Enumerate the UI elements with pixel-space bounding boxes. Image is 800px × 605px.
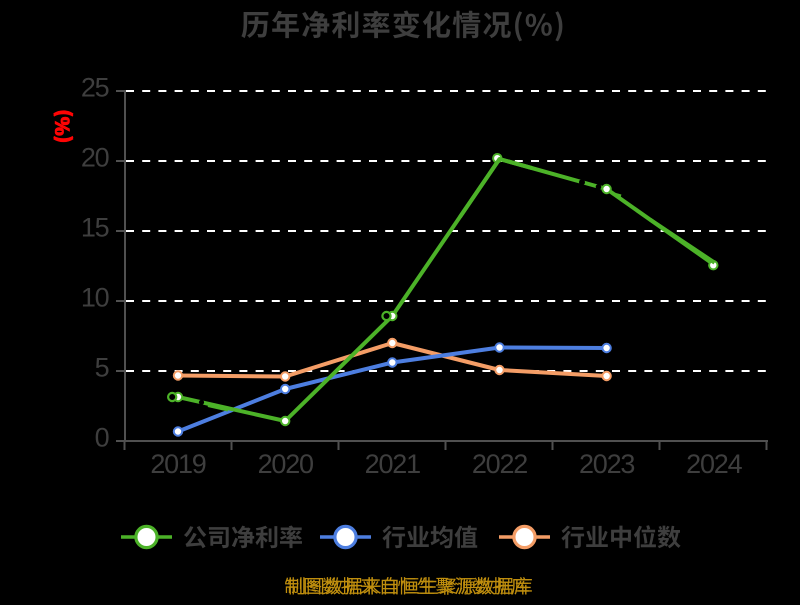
svg-text:2019: 2019 [150,449,205,479]
svg-text:2020: 2020 [258,449,313,479]
svg-text:10: 10 [81,283,109,313]
svg-text:2021: 2021 [365,449,420,479]
svg-text:20: 20 [81,143,109,173]
svg-text:2024: 2024 [686,449,742,479]
svg-text:0: 0 [95,423,109,453]
svg-text:5: 5 [95,353,109,383]
svg-text:15: 15 [81,213,109,243]
svg-text:25: 25 [81,73,109,103]
svg-text:2022: 2022 [472,449,527,479]
svg-text:2023: 2023 [579,449,634,479]
